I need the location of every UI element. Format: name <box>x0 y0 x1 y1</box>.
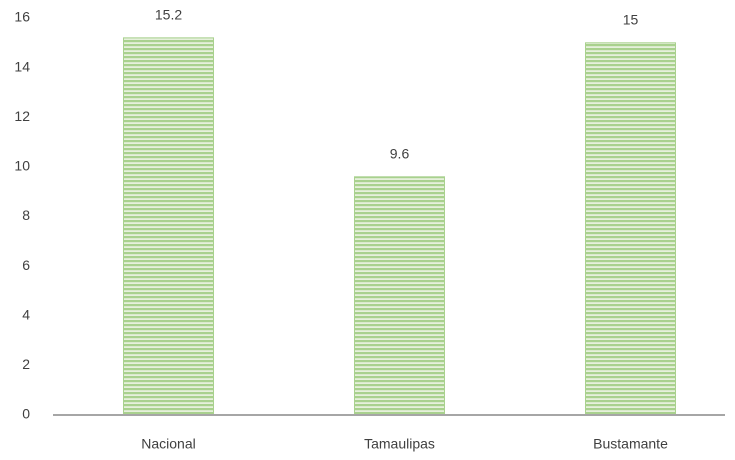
y-tick-label: 6 <box>22 257 30 273</box>
bar <box>585 42 676 416</box>
x-tick-label: Nacional <box>141 436 195 452</box>
bar <box>354 176 445 416</box>
y-tick-label: 4 <box>22 306 30 322</box>
y-tick-label: 12 <box>14 108 30 124</box>
bar <box>123 37 214 416</box>
y-tick-label: 10 <box>14 158 30 174</box>
y-tick-label: 16 <box>14 9 30 25</box>
data-label: 15.2 <box>155 7 182 23</box>
x-tick-label: Bustamante <box>593 436 668 452</box>
data-label: 15 <box>623 12 639 28</box>
y-tick-label: 14 <box>14 58 30 74</box>
y-tick-label: 0 <box>22 406 30 422</box>
y-tick-label: 8 <box>22 207 30 223</box>
data-label: 9.6 <box>390 146 410 162</box>
y-tick-label: 2 <box>22 356 30 372</box>
x-tick-label: Tamaulipas <box>364 436 435 452</box>
